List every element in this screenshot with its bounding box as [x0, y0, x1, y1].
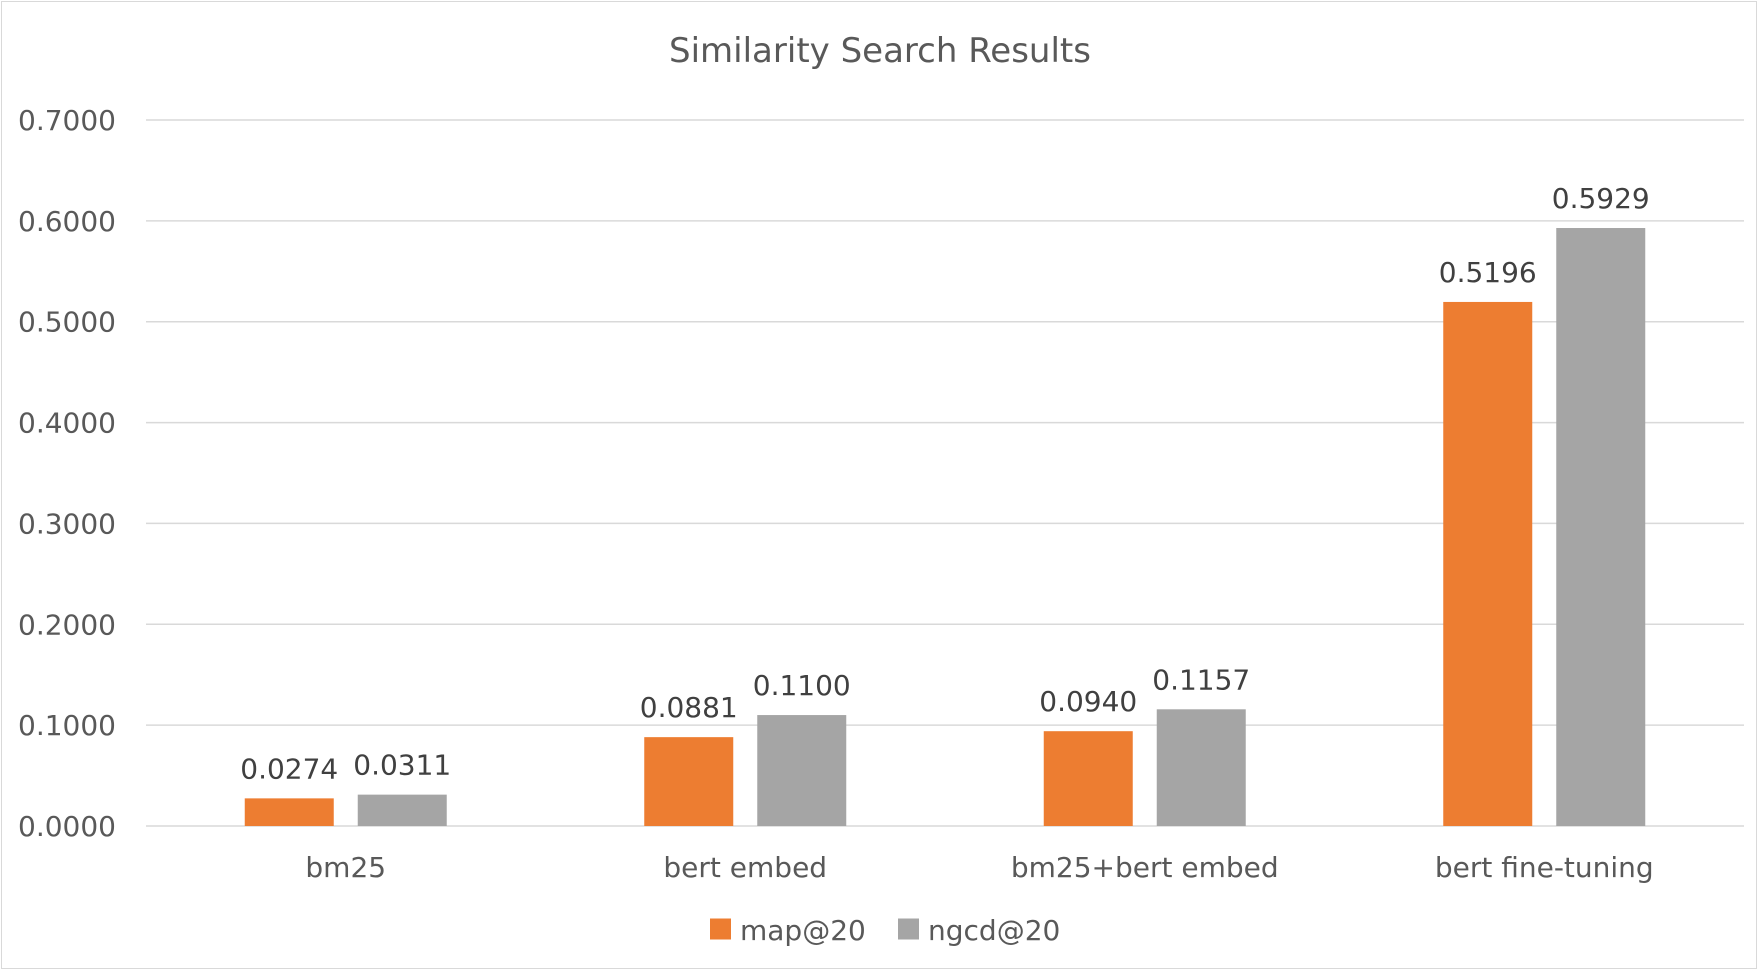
bar-ngcd-20: [1156, 709, 1246, 826]
legend-swatch: [898, 918, 919, 940]
data-label: 0.0881: [640, 691, 738, 724]
x-axis-ticks: bm25 bert embed bm25+bert embed bert fine-t…: [305, 851, 1653, 884]
data-label: 0.5929: [1552, 182, 1650, 215]
y-tick-label: 0.4000: [18, 407, 116, 440]
y-tick-label: 0.3000: [18, 507, 116, 540]
x-tick-label: bert embed: [663, 851, 827, 884]
data-label: 0.0274: [240, 752, 338, 785]
bar-ngcd-20: [1556, 228, 1646, 826]
bar-map-20: [1043, 731, 1133, 826]
data-label: 0.5196: [1439, 256, 1537, 289]
y-axis-ticks: 0.0000 0.1000 0.2000 0.3000 0.4000 0.5000 0.60…: [18, 104, 116, 843]
y-tick-label: 0.5000: [18, 306, 116, 339]
bar-map-20: [644, 737, 734, 826]
data-labels: 0.0274 0.0311 0.0881 0.1100 0.0940 0.1157 0.51…: [240, 182, 1649, 785]
data-label: 0.1157: [1152, 663, 1250, 696]
data-label: 0.0940: [1039, 685, 1137, 718]
chart-title: Similarity Search Results: [669, 31, 1091, 71]
bar-ngcd-20: [757, 715, 847, 826]
legend-swatch: [710, 918, 731, 940]
bar-ngcd-20: [357, 794, 447, 826]
bar-map-20: [244, 798, 334, 826]
x-tick-label: bm25+bert embed: [1011, 851, 1279, 884]
legend-label: map@20: [740, 914, 866, 947]
legend-item: ngcd@20: [898, 914, 1060, 947]
legend-item: map@20: [710, 914, 866, 947]
bar-map-20: [1443, 301, 1533, 826]
legend-label: ngcd@20: [928, 914, 1060, 947]
x-tick-label: bm25: [305, 851, 386, 884]
x-tick-label: bert fine-tuning: [1435, 851, 1654, 884]
y-tick-label: 0.1000: [18, 709, 116, 742]
y-tick-label: 0.7000: [18, 104, 116, 137]
y-tick-label: 0.2000: [18, 608, 116, 641]
y-tick-label: 0.0000: [18, 810, 116, 843]
legend: map@20 ngcd@20: [710, 914, 1060, 947]
y-tick-label: 0.6000: [18, 205, 116, 238]
data-label: 0.1100: [753, 669, 851, 702]
bars: [244, 228, 1646, 826]
data-label: 0.0311: [353, 749, 451, 782]
